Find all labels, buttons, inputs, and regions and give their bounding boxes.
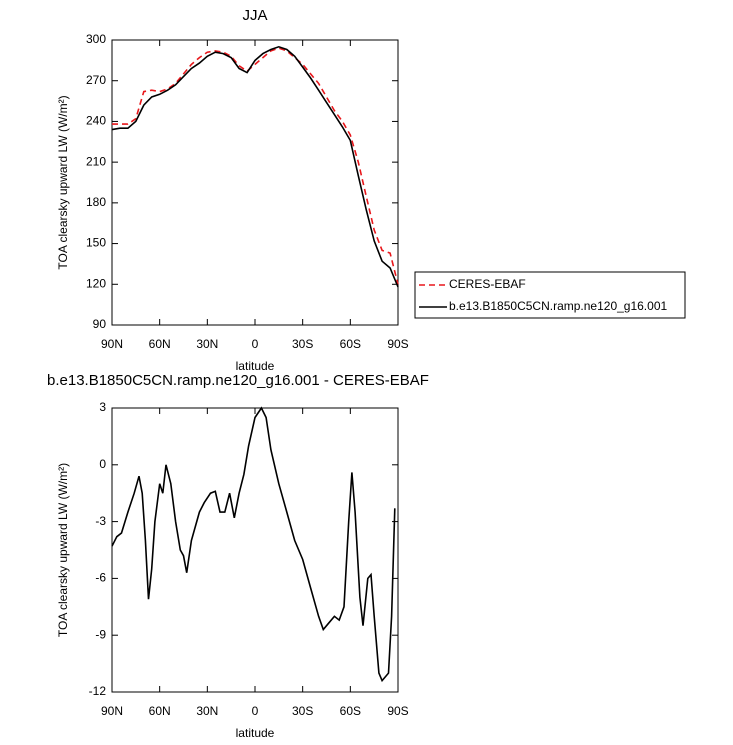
x-tick-label: 90S — [387, 337, 408, 351]
y-tick-label: 300 — [86, 32, 106, 46]
y-tick-label: -9 — [95, 627, 106, 641]
y-tick-label: -3 — [95, 514, 106, 528]
legend-label: b.e13.B1850C5CN.ramp.ne120_g16.001 — [449, 299, 667, 313]
x-tick-label: 0 — [252, 337, 259, 351]
chart-title: b.e13.B1850C5CN.ramp.ne120_g16.001 - CER… — [47, 372, 429, 389]
y-axis-label: TOA clearsky upward LW (W/m²) — [56, 463, 70, 637]
y-tick-label: 210 — [86, 154, 106, 168]
chart-title: JJA — [242, 7, 267, 24]
legend-box — [414, 271, 686, 319]
y-tick-label: 270 — [86, 73, 106, 87]
y-axis-label: TOA clearsky upward LW (W/m²) — [56, 95, 70, 269]
x-axis-label: latitude — [236, 359, 275, 373]
y-tick-label: -6 — [95, 571, 106, 585]
line-series — [112, 47, 399, 285]
x-tick-label: 60S — [340, 704, 361, 718]
y-tick-label: 240 — [86, 114, 106, 128]
x-tick-label: 90N — [101, 337, 123, 351]
x-axis-label: latitude — [236, 726, 275, 740]
y-tick-label: 0 — [99, 457, 106, 471]
x-tick-label: 60N — [149, 704, 171, 718]
y-tick-label: -12 — [89, 684, 107, 698]
line-series — [111, 45, 399, 288]
x-tick-label: 30S — [292, 704, 313, 718]
x-tick-label: 90N — [101, 704, 123, 718]
x-tick-label: 60S — [340, 337, 361, 351]
x-tick-label: 30S — [292, 337, 313, 351]
x-tick-label: 0 — [252, 704, 259, 718]
y-tick-label: 90 — [93, 317, 107, 331]
line-series — [111, 406, 396, 683]
x-tick-label: 60N — [149, 337, 171, 351]
y-tick-label: 120 — [86, 276, 106, 290]
y-tick-label: 150 — [86, 236, 106, 250]
plot-frame — [111, 407, 399, 693]
plot-frame — [111, 39, 399, 326]
x-tick-label: 90S — [387, 704, 408, 718]
x-tick-label: 30N — [196, 337, 218, 351]
y-tick-label: 180 — [86, 195, 106, 209]
legend-label: CERES-EBAF — [449, 277, 526, 291]
x-tick-label: 30N — [196, 704, 218, 718]
y-tick-label: 3 — [99, 400, 106, 414]
